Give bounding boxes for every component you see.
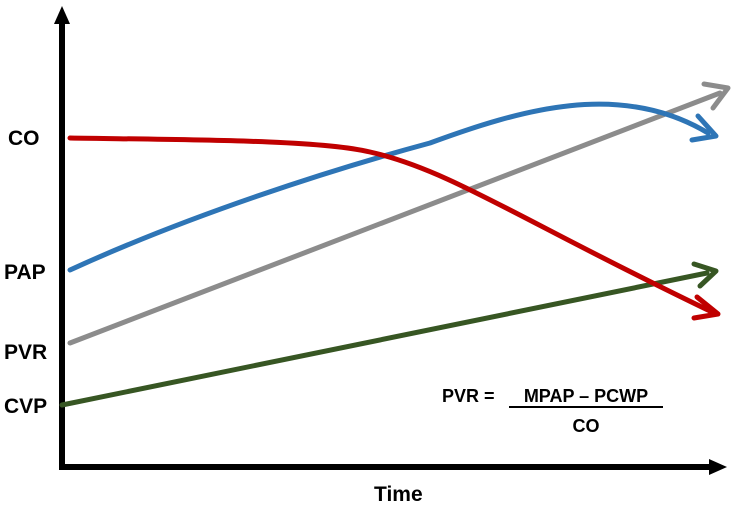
pvr-line bbox=[67, 90, 723, 346]
formula-denominator: CO bbox=[573, 416, 600, 436]
pvr-formula: PVR = MPAP – PCWP CO bbox=[442, 386, 663, 436]
cvp-arrowhead bbox=[691, 261, 719, 289]
x-axis-arrowhead bbox=[709, 459, 727, 475]
pvr-curve bbox=[67, 81, 731, 346]
pap-line bbox=[67, 101, 711, 273]
pap-label: PAP bbox=[4, 261, 46, 284]
cvp-label: CVP bbox=[4, 395, 47, 418]
co-curve bbox=[67, 135, 721, 321]
formula-numerator: MPAP – PCWP bbox=[524, 386, 648, 406]
co-line bbox=[67, 135, 715, 315]
co-label: CO bbox=[8, 127, 40, 150]
cvp-line bbox=[59, 270, 710, 408]
pvr-arrowhead bbox=[701, 81, 731, 111]
y-axis-arrowhead bbox=[54, 6, 70, 24]
formula-lhs: PVR = bbox=[442, 386, 495, 406]
axes bbox=[54, 6, 727, 475]
co-arrowhead bbox=[691, 294, 721, 321]
x-axis-label: Time bbox=[374, 483, 423, 506]
pap-curve bbox=[67, 101, 719, 273]
pvr-label: PVR bbox=[4, 341, 47, 364]
pap-arrowhead bbox=[689, 113, 719, 143]
cvp-curve bbox=[59, 261, 719, 408]
